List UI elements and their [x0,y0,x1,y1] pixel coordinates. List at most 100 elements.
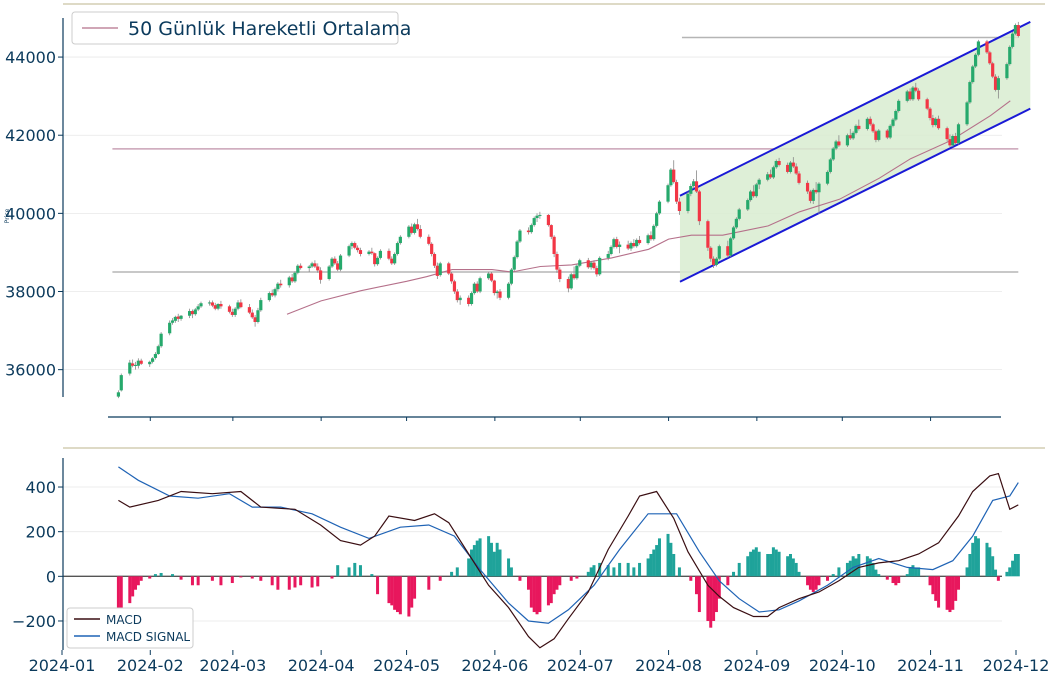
candlestick [478,276,482,294]
macd-histogram-bar [478,538,482,577]
candlestick [737,207,741,221]
candlestick [188,308,192,319]
candlestick [814,182,818,194]
candle-body [928,108,932,119]
candle-body [239,302,243,308]
macd-axes: −200 0 200 400 2024-01 2024-02 2024-03 2024-04 2… [12,447,1049,675]
macd-histogram-bar [509,567,513,577]
macd-histogram-bar [928,576,932,586]
macd-histogram-bar [487,536,491,577]
candlestick [427,234,431,246]
candle-body [173,316,177,321]
candle-body [128,362,132,374]
macd-histogram-bar [914,567,918,577]
candle-body [153,354,158,358]
candle-body [287,277,291,286]
candle-body [1016,25,1020,36]
macd-histogram-bar [518,576,522,581]
candle-body [737,209,741,219]
candlestick [612,237,616,249]
candle-body [1008,46,1012,65]
macd-histogram-bar [489,542,493,577]
candlestick [190,309,195,319]
candle-body [674,182,679,202]
candle-body [993,76,998,90]
macd-histogram-bar [336,565,340,577]
candle-body [569,274,573,289]
candlestick [694,170,699,194]
candle-body [646,235,650,244]
candlestick [731,225,736,240]
candlestick [213,302,217,311]
candlestick [754,182,758,198]
candlestick [749,189,753,202]
candle-body [657,201,662,214]
candle-body [150,358,155,362]
candle-body [410,226,414,233]
candlestick [993,74,998,92]
candlestick [506,282,511,300]
macd-histogram-bar [387,576,391,604]
candlestick [768,169,773,179]
candlestick [771,165,775,179]
macd-histogram-bar [732,571,736,577]
candlestick [717,244,721,261]
candle-body [478,278,482,292]
candlestick [418,225,422,239]
candlestick [458,295,462,305]
candlestick [746,198,750,212]
candlestick [307,264,311,272]
macd-histogram-bar [1016,554,1020,577]
macd-histogram-bar [791,558,795,577]
candle-body [936,118,941,129]
candlestick [153,352,158,360]
candle-body [609,246,613,254]
candle-body [412,224,417,233]
candlestick [398,235,402,245]
candlestick [606,250,610,261]
candlestick [996,75,1000,99]
candle-body [666,185,670,202]
candlestick [370,247,374,255]
candle-body [825,171,830,184]
macd-histogram-bar [766,554,770,577]
candle-body [219,304,223,307]
candle-body [353,243,357,248]
candlestick [296,264,300,275]
candle-body [190,311,195,315]
macd-y-tick-label: 400 [25,478,56,497]
macd-histogram-bar [934,576,938,601]
candlestick [629,241,633,251]
candle-body [356,247,360,251]
macd-y-tick-label: 200 [25,523,56,542]
candlestick [714,257,719,267]
candle-body [267,293,271,301]
candlestick [877,128,881,142]
candle-body [731,227,736,239]
macd-x-tick-label: 2024-07 [547,656,614,675]
candle-body [193,309,197,315]
candle-body [270,293,274,296]
candlestick [657,200,662,215]
candlestick [805,180,810,194]
macd-histogram-bar [467,558,471,577]
macd-histogram-bar [774,549,778,577]
macd-histogram-bar [988,547,992,577]
candlestick [649,231,653,241]
candlestick [387,248,391,261]
candlestick [788,161,793,174]
candle-body [976,41,981,55]
candlestick [210,300,214,308]
candlestick [905,89,909,103]
macd-histogram-bar [259,576,263,581]
macd-lines [118,466,1019,649]
macd-histogram-bar [1011,560,1015,577]
candlestick [817,182,821,215]
candle-body [333,258,337,264]
macd-histogram-bar [598,562,602,577]
candle-body [415,224,420,229]
macd-histogram-bar [498,549,502,577]
candlestick [808,189,813,204]
candlestick [589,261,593,270]
macd-histogram-bar [751,549,755,577]
